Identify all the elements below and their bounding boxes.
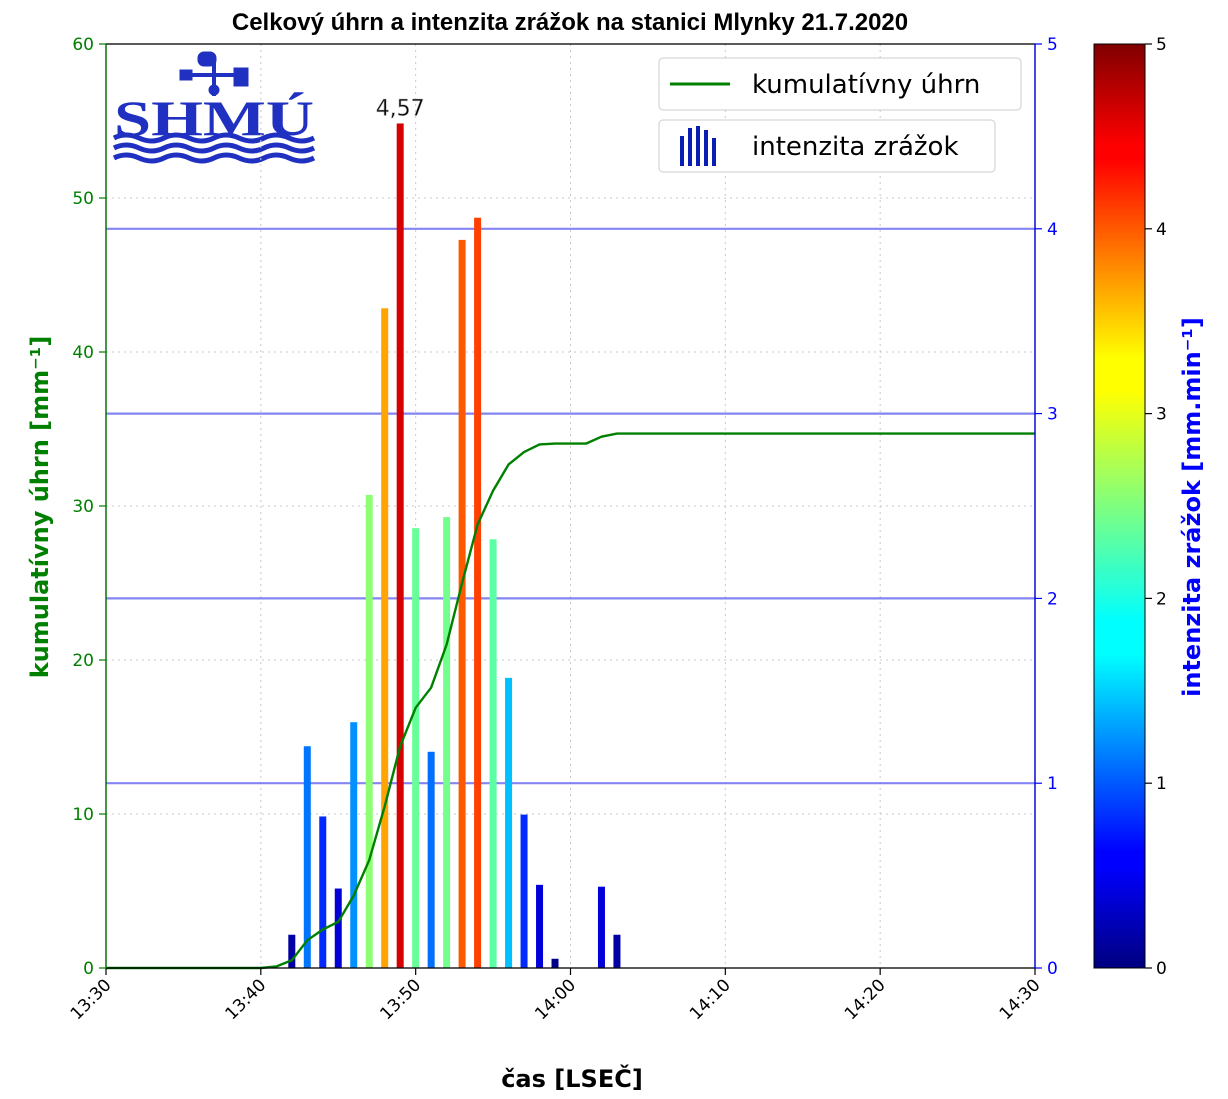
y-right-tick-label: 5 [1047, 35, 1058, 55]
x-tick-label: 13:50 [376, 975, 425, 1024]
intensity-bar [427, 751, 435, 968]
weather-vane-icon [179, 51, 249, 96]
shmu-logo: SHMÚ [112, 51, 316, 164]
intensity-reference-lines [106, 227, 1035, 785]
y-axis-right-label: intenzita zrážok [mm.min⁻¹] [1178, 317, 1206, 697]
y-left-tick-label: 10 [72, 805, 94, 825]
x-tick-label: 14:00 [531, 975, 580, 1024]
intensity-bar [443, 517, 451, 968]
y-axis-left-label: kumulatívny úhrn [mm⁻¹] [26, 336, 54, 679]
intensity-bar [474, 217, 482, 968]
y-axis-left: 0 10 20 30 40 50 60 [72, 35, 107, 979]
y-left-tick-label: 0 [83, 959, 94, 979]
legend-label-cumulative: kumulatívny úhrn [752, 70, 980, 100]
colorbar-tick-label: 3 [1156, 405, 1167, 425]
waves-icon [112, 132, 316, 164]
intensity-bar [412, 528, 420, 968]
y-left-tick-label: 60 [72, 35, 94, 55]
x-tick-label: 14:30 [996, 975, 1045, 1024]
intensity-bar [319, 816, 327, 968]
x-tick-label: 13:30 [67, 975, 116, 1024]
intensity-bar [381, 308, 389, 968]
intensity-bar [458, 239, 466, 968]
peak-label: 4,57 [376, 96, 425, 121]
colorbar-tick-label: 4 [1156, 220, 1167, 240]
y-right-tick-label: 1 [1047, 774, 1058, 794]
colorbar-ticks: 0 1 2 3 4 5 [1145, 35, 1167, 979]
intensity-bar [365, 494, 373, 968]
y-right-tick-label: 3 [1047, 405, 1058, 425]
colorbar-tick-label: 1 [1156, 774, 1167, 794]
y-left-tick-label: 20 [72, 651, 94, 671]
y-axis-right: 0 1 2 3 4 5 [1034, 35, 1058, 979]
colorbar-tick-label: 2 [1156, 589, 1167, 609]
x-axis-label: čas [LSEČ] [501, 1063, 643, 1093]
x-tick-label: 14:10 [686, 975, 735, 1024]
y-right-tick-label: 2 [1047, 589, 1058, 609]
grid [105, 43, 1036, 969]
x-tick-label: 13:40 [222, 975, 271, 1024]
intensity-bar [334, 888, 342, 968]
y-left-tick-label: 40 [72, 343, 94, 363]
cumulative-line-path [106, 432, 1035, 970]
colorbar-tick-label: 0 [1156, 959, 1167, 979]
intensity-bar [551, 958, 559, 968]
x-tick-label: 14:20 [841, 975, 890, 1024]
chart-title: Celkový úhrn a intenzita zrážok na stani… [232, 9, 908, 36]
intensity-bar [536, 884, 544, 968]
colorbar-gradient [1093, 43, 1146, 969]
intensity-bar [303, 746, 311, 968]
colorbar: 0 1 2 3 4 5 [1093, 35, 1167, 979]
colorbar-tick-label: 5 [1156, 35, 1167, 55]
y-right-tick-label: 4 [1047, 220, 1058, 240]
intensity-bar [288, 934, 296, 968]
legend-box-bars [658, 119, 996, 173]
peak-annotation: 4,57 [375, 96, 425, 122]
intensity-bar [597, 886, 605, 968]
x-axis: 13:30 13:40 13:50 14:00 14:10 14:20 14:30 [67, 968, 1045, 1024]
y-left-tick-label: 30 [72, 497, 94, 517]
legend-bar-swatch [680, 126, 716, 166]
intensity-bar [505, 677, 513, 968]
y-left-tick-label: 50 [72, 189, 94, 209]
y-right-tick-label: 0 [1047, 959, 1058, 979]
legend-label-intensity: intenzita zrážok [752, 132, 959, 162]
cumulative-line [106, 432, 1035, 970]
intensity-bar [396, 123, 404, 969]
intensity-bars [288, 123, 621, 969]
intensity-bar [350, 722, 358, 968]
intensity-bar [613, 934, 621, 968]
intensity-bar [489, 539, 497, 968]
legend-box-line [658, 57, 1022, 111]
intensity-bar [520, 814, 528, 968]
legend: kumulatívny úhrn intenzita zrážok [658, 57, 1022, 173]
